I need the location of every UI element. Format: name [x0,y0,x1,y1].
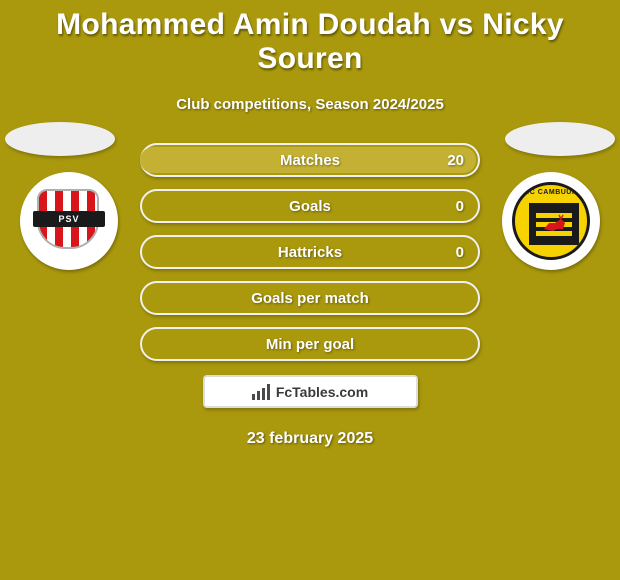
page-title: Mohammed Amin Doudah vs Nicky Souren [0,8,620,76]
stat-row: Goals per match [140,281,480,315]
deer-icon [541,213,569,233]
psv-badge-icon: PSV [37,189,101,253]
stat-value: 20 [447,152,464,169]
club-left-badge: PSV [20,172,118,270]
brand-logo[interactable]: FcTables.com [203,375,418,408]
club-right-badge: SC CAMBUUR [502,172,600,270]
cambuur-arc-text: SC CAMBUUR [515,189,587,196]
stat-label: Min per goal [266,336,354,353]
stat-row: Min per goal [140,327,480,361]
stat-label: Goals [289,198,331,215]
brand-text: FcTables.com [276,384,368,400]
stat-value: 0 [456,244,464,261]
player-right-placeholder [505,122,615,156]
stat-row: Hattricks 0 [140,235,480,269]
stat-value: 0 [456,198,464,215]
date-text: 23 february 2025 [0,430,620,448]
stat-label: Matches [280,152,340,169]
chart-bars-icon [252,384,270,400]
stat-row: Matches 20 [140,143,480,177]
player-left-placeholder [5,122,115,156]
stat-label: Hattricks [278,244,342,261]
stat-label: Goals per match [251,290,369,307]
page-subtitle: Club competitions, Season 2024/2025 [0,96,620,113]
cambuur-badge-icon: SC CAMBUUR [512,182,590,260]
stat-row: Goals 0 [140,189,480,223]
psv-banner-text: PSV [33,211,105,227]
